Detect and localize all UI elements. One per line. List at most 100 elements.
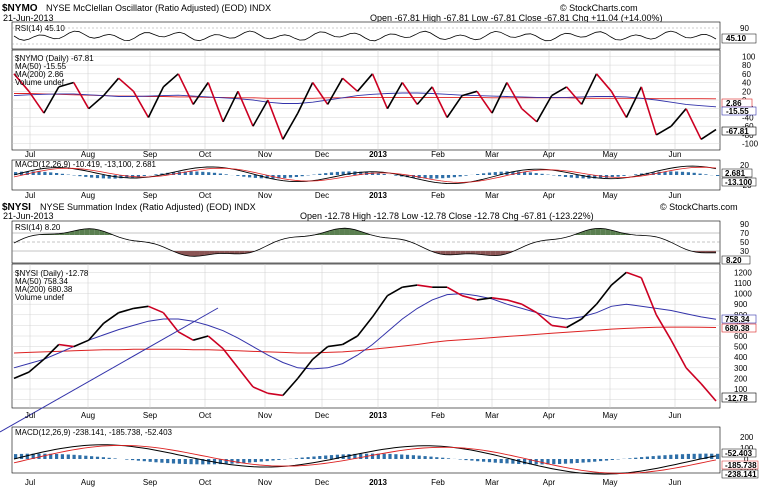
- bottom-macd-bar: [31, 453, 35, 459]
- top-month-label: Jul: [25, 150, 35, 159]
- bottom-macd-bar: [534, 459, 538, 465]
- bottom-rsi-overbought-fill: [339, 228, 345, 235]
- bottom-month-label: 2013: [369, 411, 387, 420]
- top-legend-volume: Volume undef: [15, 78, 65, 87]
- bottom-price-segment: [312, 345, 329, 360]
- bottom-price-segment: [297, 358, 314, 379]
- top-macd-bar: [528, 172, 532, 175]
- top-macd-bar: [90, 175, 94, 178]
- bottom-macd-bar: [95, 456, 100, 459]
- bottom-rsi-oversold-fill: [234, 251, 240, 254]
- bottom-month-axis: Jul Aug Sep Oct Nov Dec 2013 Feb Mar Apr May Jun: [25, 411, 682, 420]
- bottom-month-label: Mar: [485, 411, 499, 420]
- top-macd-bar: [212, 172, 217, 175]
- bottom-macd-month-label: Jul: [25, 478, 35, 487]
- bottom-macd-bar: [540, 459, 544, 465]
- bottom-y-tick: 1100: [734, 279, 752, 288]
- bottom-symbol: $NYSI: [2, 202, 31, 213]
- top-macd-bar: [622, 175, 626, 176]
- bottom-y-tick: 400: [734, 353, 748, 362]
- top-macd-bar: [136, 175, 140, 177]
- bottom-price-segment: [491, 297, 508, 301]
- top-macd-bar: [575, 175, 579, 179]
- bottom-macd-bar: [177, 459, 181, 464]
- bottom-macd-tag-3-text: -238.141: [725, 470, 757, 479]
- bottom-price-segment: [192, 335, 209, 341]
- bottom-price-segment: [177, 331, 194, 341]
- bottom-macd-bar: [125, 459, 129, 460]
- bottom-price-segment: [566, 318, 582, 329]
- top-macd-bar: [60, 173, 64, 175]
- bottom-month-label: Sep: [143, 411, 158, 420]
- bottom-macd-bar: [312, 456, 316, 459]
- bottom-macd-bar: [154, 459, 158, 463]
- bottom-price-segment: [536, 312, 553, 327]
- bottom-rsi-oversold-fill: [465, 251, 471, 254]
- top-macd-bar: [224, 174, 228, 175]
- bottom-macd-bar: [277, 459, 281, 460]
- bottom-price-segment: [43, 343, 60, 360]
- bottom-macd-month-label: Dec: [315, 478, 329, 487]
- bottom-macd-bar: [253, 459, 257, 463]
- top-macd-tag-1-text: 2.681: [725, 169, 746, 178]
- top-rsi-label: RSI(14) 45.10: [15, 24, 65, 33]
- bottom-macd-bar: [610, 459, 614, 460]
- bottom-macd-panel: [11, 426, 721, 474]
- bottom-price-segment: [595, 284, 613, 305]
- bottom-macd-bar: [645, 456, 649, 459]
- top-date: 21-Jun-2013: [3, 13, 54, 23]
- bottom-macd-bar: [493, 459, 497, 463]
- bottom-macd-bar: [394, 454, 398, 459]
- bottom-macd-month-label: Apr: [543, 478, 556, 487]
- top-price-segment: [521, 108, 538, 123]
- top-month-label: Mar: [485, 150, 499, 159]
- bottom-macd-bar: [482, 459, 486, 462]
- bottom-rsi-overbought-fill: [329, 229, 335, 235]
- bottom-ma50-line: [13, 293, 717, 370]
- top-macd-bar: [341, 171, 345, 175]
- bottom-macd-bar: [248, 459, 252, 463]
- bottom-rsi-overbought-fill: [615, 231, 621, 235]
- top-macd-bar: [441, 175, 445, 179]
- bottom-price-line: [13, 271, 717, 402]
- bottom-price-segment: [327, 343, 343, 348]
- top-macd-month-label: Sep: [143, 191, 158, 200]
- bottom-macd-bar: [651, 456, 655, 459]
- top-macd-month-label: Jul: [25, 191, 35, 200]
- bottom-price-segment: [103, 312, 120, 324]
- bottom-macd-bar: [19, 453, 24, 459]
- bottom-macd-bar: [242, 459, 246, 463]
- top-ma50-line: [13, 92, 717, 108]
- bottom-macd-bar: [464, 459, 468, 461]
- bottom-price-segment: [626, 271, 642, 279]
- top-macd-bar: [382, 174, 386, 175]
- top-price-segment: [252, 99, 269, 127]
- top-macd-bar: [288, 175, 293, 178]
- bottom-rsi-overbought-fill: [94, 228, 100, 235]
- bottom-month-label: Dec: [315, 411, 329, 420]
- top-price-segment: [565, 86, 583, 105]
- bottom-macd-tag-1-text: -52.403: [725, 449, 753, 458]
- top-rsi-panel: [11, 21, 721, 50]
- top-y-tick: -40: [742, 113, 754, 122]
- bottom-ohlc: Open -12.78 High -12.78 Low -12.78 Close…: [300, 211, 594, 221]
- bottom-macd-bar: [604, 459, 609, 461]
- top-macd-bar: [207, 172, 211, 175]
- top-price-segment: [536, 95, 553, 123]
- top-macd-bar: [698, 173, 702, 175]
- bottom-price-segment: [417, 284, 433, 288]
- bottom-price-tag: [721, 392, 757, 403]
- bottom-rsi-overbought-fill: [585, 229, 591, 235]
- top-legend-ma200: MA(200) 2.86: [15, 70, 64, 79]
- top-price-segment: [162, 73, 179, 88]
- top-price-segment: [58, 81, 74, 88]
- top-macd-bar: [429, 175, 433, 179]
- top-macd-bar: [125, 175, 129, 178]
- top-macd-bar: [370, 172, 375, 175]
- bottom-macd-bar: [113, 458, 117, 459]
- bottom-macd-bar: [704, 453, 708, 459]
- bottom-macd-bar: [411, 455, 415, 459]
- bottom-macd-bar: [382, 453, 386, 459]
- top-macd-month-axis: Jul Aug Sep Oct Nov Dec 2013 Feb Mar Apr May Jun: [25, 191, 682, 200]
